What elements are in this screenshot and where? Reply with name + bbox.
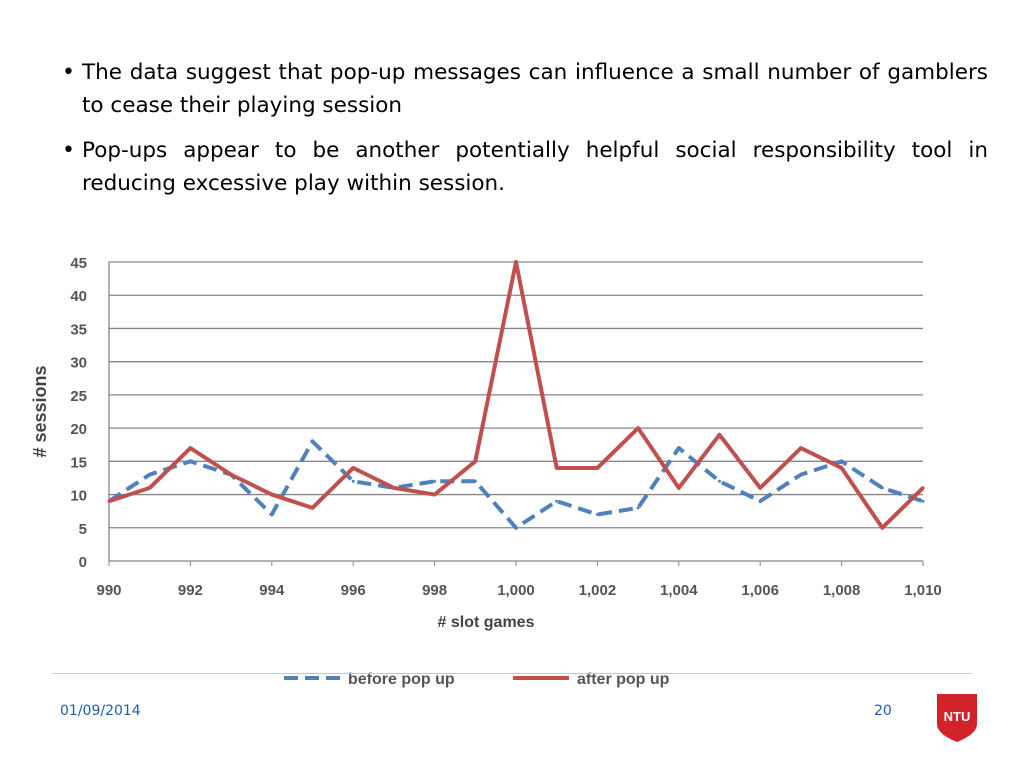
data-point [840, 459, 844, 463]
data-point [880, 486, 884, 490]
series-line [107, 439, 924, 530]
data-point [799, 473, 803, 477]
data-point [311, 506, 314, 510]
data-point [555, 499, 559, 503]
x-tick-label: 1,002 [579, 582, 617, 599]
page-number: 20 [874, 703, 892, 719]
x-tick-label: 1,004 [660, 582, 698, 599]
data-point [311, 439, 314, 443]
data-point [758, 499, 762, 503]
data-point [555, 466, 559, 470]
x-tick-label: 994 [259, 582, 285, 599]
x-tick-label: 1,006 [741, 582, 779, 599]
x-axis-title: # slot games [438, 614, 535, 631]
bullet-text: The data suggest that pop-up messages ca… [82, 60, 988, 118]
data-point [595, 466, 599, 470]
x-tick-label: 1,008 [823, 582, 861, 599]
data-point [433, 479, 437, 483]
data-point [799, 446, 803, 450]
data-point [514, 526, 518, 530]
x-tick-label: 996 [341, 582, 366, 599]
data-point [148, 486, 152, 490]
data-point [351, 466, 355, 470]
data-point [270, 512, 274, 516]
footer-date: 01/09/2014 [60, 703, 141, 719]
data-point [758, 486, 762, 490]
x-tick-label: 1,000 [497, 582, 535, 599]
ntu-logo: NTU [937, 694, 977, 742]
x-tick-label: 998 [422, 582, 447, 599]
data-point [595, 512, 599, 516]
data-point [188, 446, 192, 450]
data-point [270, 493, 274, 497]
y-tick-label: 10 [70, 488, 87, 505]
data-point [351, 479, 355, 483]
y-tick-label: 45 [70, 255, 87, 272]
data-point [473, 459, 477, 463]
y-axis-title: # sessions [30, 365, 50, 457]
data-point [718, 479, 721, 483]
y-tick-label: 5 [79, 521, 87, 538]
y-tick-label: 35 [70, 321, 87, 338]
data-point [514, 260, 518, 264]
bullet-dot: • [62, 60, 75, 85]
y-tick-label: 30 [70, 355, 87, 372]
data-point [188, 459, 192, 463]
bullet-dot: • [62, 138, 75, 163]
data-point [677, 446, 681, 450]
bullet-item: • The data suggest that pop-up messages … [62, 56, 988, 122]
data-point [473, 479, 477, 483]
bullet-text: Pop-ups appear to be another potentially… [82, 138, 988, 196]
data-point [433, 493, 437, 497]
data-point [229, 473, 233, 477]
data-point [107, 499, 111, 503]
y-tick-label: 20 [70, 421, 87, 438]
logo-shield [937, 694, 977, 742]
data-point [840, 466, 844, 470]
x-tick-label: 1,010 [904, 582, 942, 599]
data-point [392, 486, 396, 490]
x-tick-label: 990 [96, 582, 121, 599]
legend-label: before pop up [348, 671, 455, 688]
data-point [718, 433, 721, 437]
data-point [880, 526, 884, 530]
x-tick-label: 992 [178, 582, 203, 599]
data-point [148, 473, 152, 477]
data-point [636, 506, 640, 510]
data-point [677, 486, 681, 490]
y-tick-label: 25 [70, 388, 87, 405]
data-point [921, 499, 925, 503]
bullet-item: • Pop-ups appear to be another potential… [62, 134, 988, 200]
y-tick-label: 15 [70, 454, 87, 471]
line-chart: 0 5 10 15 20 25 30 35 40 45 990 992 994 996 998 1,000 1,… [30, 255, 942, 688]
data-point [636, 426, 640, 430]
logo-text: NTU [944, 709, 971, 724]
y-tick-label: 40 [70, 288, 87, 305]
y-tick-label: 0 [79, 554, 87, 571]
footer-divider [52, 673, 972, 674]
legend-label: after pop up [577, 671, 670, 688]
data-point [921, 486, 925, 490]
bullet-list: • The data suggest that pop-up messages … [62, 56, 988, 212]
